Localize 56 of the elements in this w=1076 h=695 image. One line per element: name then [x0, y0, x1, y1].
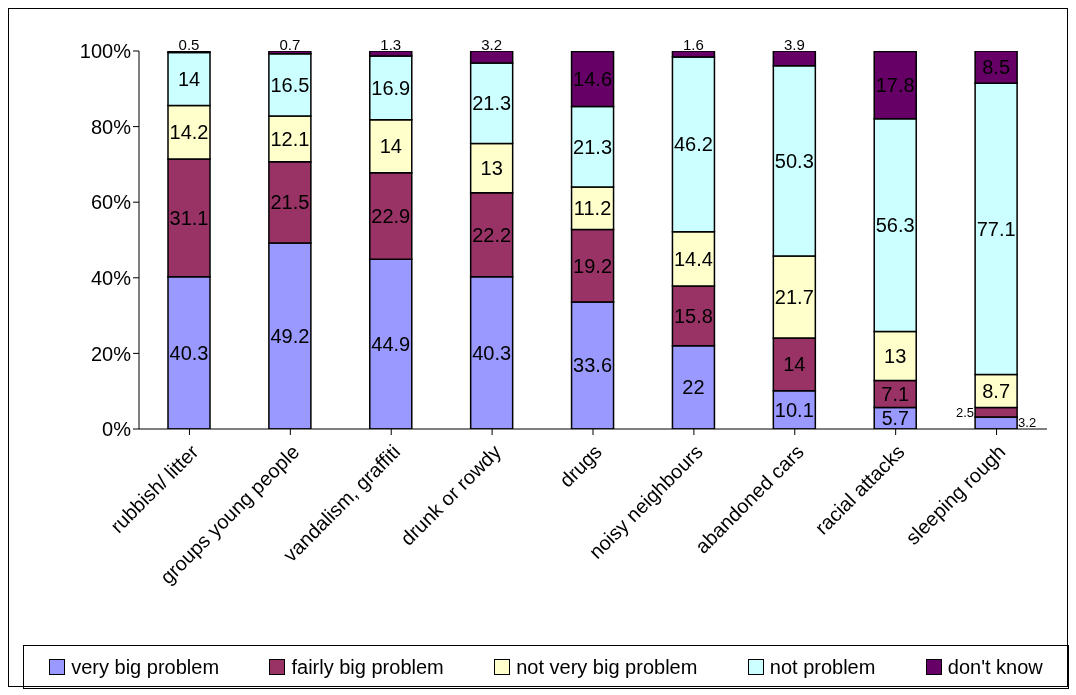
data-label: 3.2: [481, 36, 503, 53]
y-tick-label: 60%: [90, 191, 132, 214]
data-label: 8.7: [982, 380, 1011, 403]
data-label: 40.3: [169, 341, 209, 364]
data-label: 21.5: [270, 191, 310, 214]
data-label: 22.2: [472, 223, 512, 246]
data-label: 22.9: [371, 205, 411, 227]
y-tick-label: 0%: [102, 418, 132, 441]
data-label: 11.2: [573, 197, 612, 220]
data-label: 21.3: [573, 135, 613, 158]
legend-label: not problem: [769, 655, 876, 679]
data-label: 12.1: [270, 127, 310, 150]
data-label: 22: [682, 376, 705, 399]
data-label: 21.3: [472, 92, 512, 115]
data-label: 14: [783, 353, 806, 376]
data-label: 15.8: [673, 304, 713, 327]
data-label: 13: [884, 345, 907, 368]
y-tick-label: 100%: [79, 40, 132, 63]
data-label: 5.7: [881, 407, 909, 430]
legend-label: very big problem: [71, 655, 220, 679]
data-label: 19.2: [573, 254, 613, 277]
data-label: 33.6: [573, 354, 613, 377]
data-label: 14.6: [573, 67, 613, 90]
data-label: 44.9: [371, 333, 411, 356]
data-label: 14.2: [169, 121, 209, 144]
data-label: 3.9: [783, 36, 805, 53]
data-label: 3.2: [1018, 415, 1037, 431]
data-label: 21.7: [774, 285, 814, 308]
data-label: 17.8: [875, 74, 915, 97]
data-label: 13: [480, 157, 503, 180]
y-tick-label: 40%: [90, 266, 132, 289]
data-label: 40.3: [472, 341, 512, 364]
y-tick-label: 20%: [90, 342, 132, 365]
data-label: 31.1: [169, 206, 209, 229]
data-label: 7.1: [881, 383, 910, 406]
data-label: 77.1: [976, 217, 1016, 240]
data-label: 8.5: [982, 56, 1011, 79]
data-label: 0.7: [279, 36, 301, 53]
data-label: 56.3: [875, 214, 915, 237]
data-label: 14: [177, 67, 201, 90]
data-label: 50.3: [774, 149, 814, 172]
data-label: 46.2: [673, 133, 713, 156]
legend-label: not very big problem: [516, 655, 698, 679]
y-tick-label: 80%: [90, 115, 132, 138]
data-label: 14: [379, 135, 402, 158]
data-label: 14.4: [673, 247, 713, 270]
data-label: 49.2: [270, 325, 310, 348]
data-label: 16.5: [270, 73, 310, 96]
legend-label: don't know: [947, 655, 1043, 679]
data-label: 1.3: [380, 36, 402, 53]
data-label: 0.5: [178, 36, 200, 53]
data-label: 10.1: [774, 398, 814, 421]
data-label: 16.9: [371, 76, 411, 99]
data-label: 2.5: [956, 404, 975, 420]
legend-label: fairly big problem: [291, 655, 444, 679]
data-label: 1.6: [683, 36, 704, 53]
